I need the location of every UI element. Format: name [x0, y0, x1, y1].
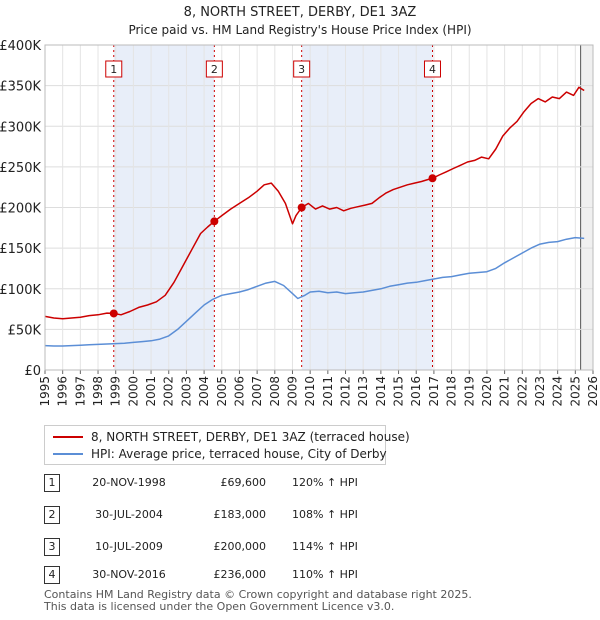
x-tick-label: 2010	[303, 376, 317, 407]
sale-point	[210, 217, 219, 226]
x-tick-label: 2004	[197, 376, 211, 407]
transaction-number-badge: 2	[44, 506, 60, 524]
y-tick-label: £100K	[0, 283, 41, 298]
sale-number-label: 3	[298, 63, 305, 76]
transaction-price: £236,000	[213, 568, 267, 581]
sale-number-box	[105, 60, 123, 78]
x-tick-label: 2022	[515, 376, 529, 407]
transaction-price: £200,000	[213, 540, 267, 553]
hpi-series-line	[44, 236, 585, 347]
sale-point	[428, 174, 437, 183]
x-tick-label: 2007	[250, 376, 264, 407]
x-tick-label: 2008	[268, 376, 282, 407]
sale-point	[297, 203, 306, 212]
transaction-hpi: 114% ↑ HPI	[292, 540, 358, 553]
price-chart: 8, NORTH STREET, DERBY, DE1 3AZ Price pa…	[0, 5, 600, 407]
x-tick-label: 1997	[73, 376, 87, 407]
x-tick-label: 2023	[533, 376, 547, 407]
x-tick-label: 2016	[409, 376, 423, 407]
sale-number-box	[205, 60, 223, 78]
legend-label-property: 8, NORTH STREET, DERBY, DE1 3AZ (terrace…	[91, 430, 410, 444]
y-tick-label: £350K	[0, 80, 41, 95]
x-tick-label: 2012	[339, 376, 353, 407]
x-tick-label: 2006	[232, 376, 246, 407]
x-tick-label: 2001	[144, 376, 158, 407]
y-tick-label: £250K	[0, 161, 41, 176]
x-tick-label: 2018	[445, 376, 459, 407]
transaction-number-badge: 3	[44, 538, 60, 556]
y-tick-label: £200K	[0, 202, 41, 217]
footer-licence: This data is licensed under the Open Gov…	[44, 600, 395, 613]
x-tick-label: 2000	[126, 376, 140, 407]
y-tick-label: £150K	[0, 242, 41, 257]
sale-number-box	[293, 60, 311, 78]
chart-subtitle: Price paid vs. HM Land Registry's House …	[128, 23, 471, 37]
transaction-number-badge: 1	[44, 474, 60, 492]
legend-swatch-hpi	[53, 453, 83, 455]
x-tick-label: 2002	[162, 376, 176, 407]
x-tick-label: 2015	[392, 376, 406, 407]
table-row: 3 10-JUL-2009 £200,000 114% ↑ HPI	[0, 537, 600, 557]
transaction-hpi: 108% ↑ HPI	[292, 508, 358, 521]
y-tick-label: £0	[24, 364, 41, 379]
x-tick-label: 2024	[551, 376, 565, 407]
x-tick-label: 2026	[586, 376, 600, 407]
x-tick-label: 2025	[568, 376, 582, 407]
chart-legend: 8, NORTH STREET, DERBY, DE1 3AZ (terrace…	[44, 425, 410, 465]
legend-swatch-property	[53, 436, 83, 438]
x-tick-label: 2020	[480, 376, 494, 407]
x-tick-label: 1995	[38, 376, 52, 407]
x-tick-label: 2003	[179, 376, 193, 407]
y-tick-label: £400K	[0, 39, 41, 54]
table-row: 2 30-JUL-2004 £183,000 108% ↑ HPI	[0, 505, 600, 525]
chart-title: 8, NORTH STREET, DERBY, DE1 3AZ	[184, 5, 417, 20]
table-row: 1 20-NOV-1998 £69,600 120% ↑ HPI	[0, 473, 600, 493]
sale-number-label: 4	[429, 63, 436, 76]
transaction-hpi: 120% ↑ HPI	[292, 476, 358, 489]
x-tick-label: 1999	[109, 376, 123, 407]
x-tick-label: 2013	[356, 376, 370, 407]
y-tick-label: £300K	[0, 120, 41, 135]
transaction-number-badge: 4	[44, 566, 60, 584]
x-tick-label: 2005	[215, 376, 229, 407]
sale-number-box	[423, 60, 441, 78]
sale-point	[109, 309, 118, 318]
footer-copyright: Contains HM Land Registry data © Crown c…	[44, 588, 472, 601]
x-tick-label: 1998	[91, 376, 105, 407]
plot-frame	[44, 44, 594, 371]
x-tick-label: 1996	[56, 376, 70, 407]
transaction-date: 30-JUL-2004	[95, 508, 163, 521]
y-tick-label: £50K	[8, 323, 42, 338]
x-tick-label: 2019	[462, 376, 476, 407]
footer: Contains HM Land Registry data © Crown c…	[44, 589, 472, 613]
sale-number-label: 1	[110, 63, 117, 76]
sale-number-label: 2	[211, 63, 218, 76]
x-tick-label: 2017	[427, 376, 441, 407]
property-series-line	[44, 86, 585, 320]
transaction-price: £183,000	[213, 508, 267, 521]
transaction-price: £69,600	[220, 476, 267, 489]
transaction-date: 10-JUL-2009	[95, 540, 163, 553]
table-row: 4 30-NOV-2016 £236,000 110% ↑ HPI	[0, 565, 600, 585]
x-tick-label: 2011	[321, 376, 335, 407]
x-tick-label: 2021	[498, 376, 512, 407]
legend-label-hpi: HPI: Average price, terraced house, City…	[91, 447, 387, 461]
transaction-date: 30-NOV-2016	[92, 568, 166, 581]
transaction-date: 20-NOV-1998	[92, 476, 166, 489]
x-tick-label: 2014	[374, 376, 388, 407]
x-tick-label: 2009	[285, 376, 299, 407]
transaction-hpi: 110% ↑ HPI	[292, 568, 358, 581]
